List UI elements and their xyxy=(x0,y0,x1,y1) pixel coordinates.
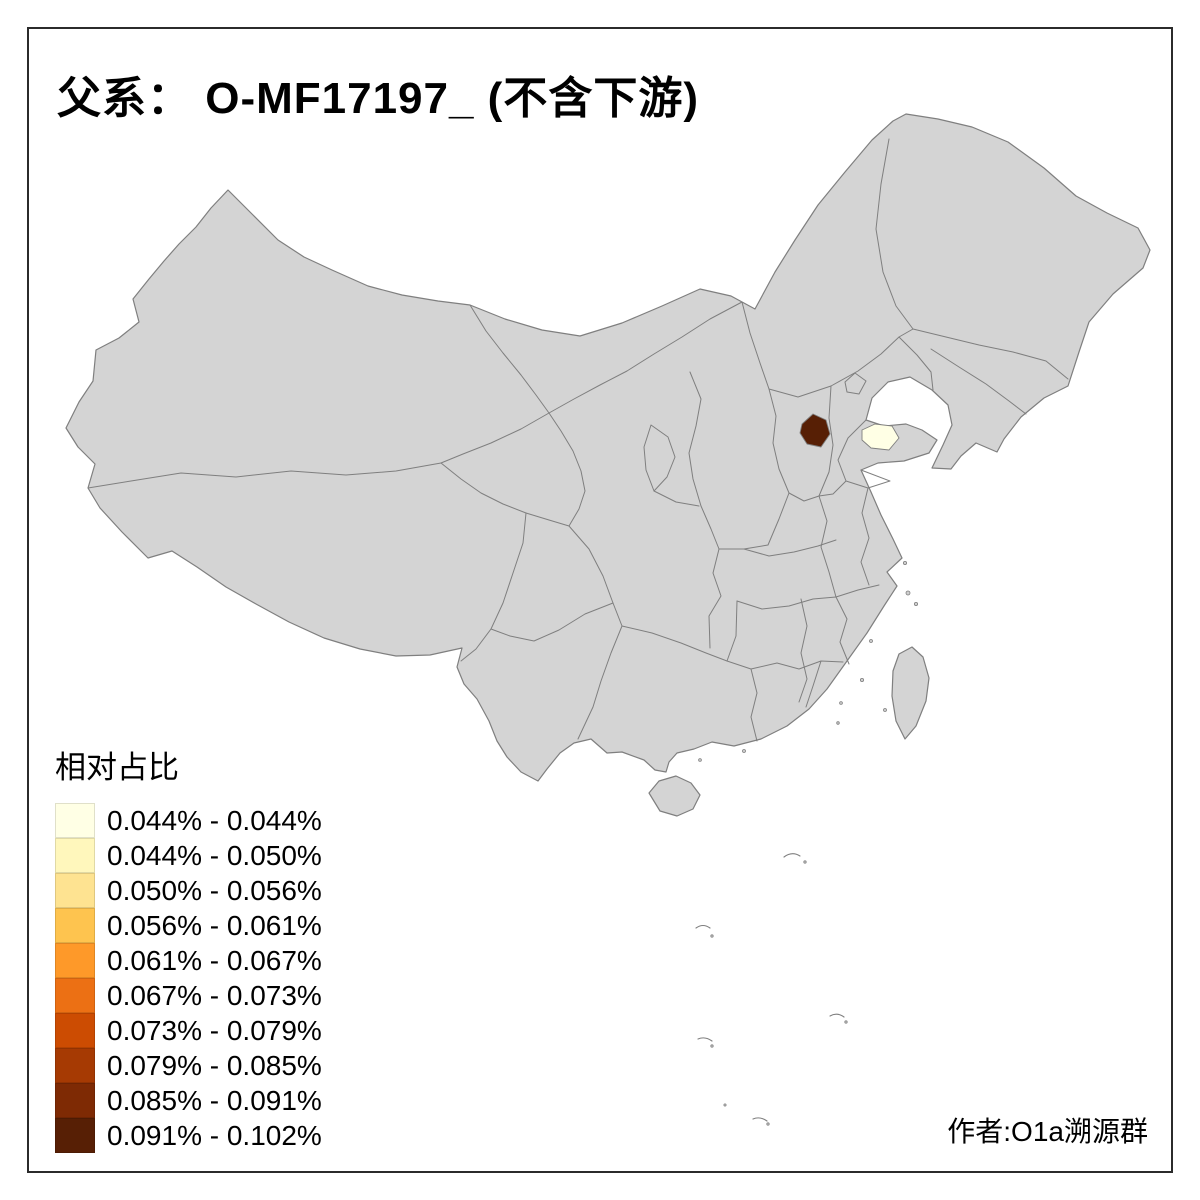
legend-title: 相对占比 xyxy=(55,750,179,785)
legend-item: 0.073% - 0.079% xyxy=(55,1013,322,1048)
legend-label: 0.073% - 0.079% xyxy=(107,1014,322,1046)
legend-label: 0.044% - 0.044% xyxy=(107,804,322,836)
legend-label: 0.050% - 0.056% xyxy=(107,874,322,906)
taiwan-island xyxy=(891,646,930,740)
legend-swatch xyxy=(55,943,95,978)
hainan-island xyxy=(648,775,701,817)
legend-item: 0.056% - 0.061% xyxy=(55,908,322,943)
highlight-regions xyxy=(799,413,900,451)
legend-swatch xyxy=(55,838,95,873)
highlight-region-palest xyxy=(861,423,900,451)
coastal-islands xyxy=(698,561,919,762)
legend-swatch xyxy=(55,1013,95,1048)
legend-swatch xyxy=(55,1083,95,1118)
legend-swatch xyxy=(55,873,95,908)
attribution-text: 作者:O1a溯源群 xyxy=(947,1116,1148,1147)
province-borders xyxy=(87,138,1069,742)
legend-swatch xyxy=(55,1118,95,1153)
china-mainland-outline xyxy=(65,113,1151,782)
legend-item: 0.085% - 0.091% xyxy=(55,1083,322,1118)
legend-label: 0.067% - 0.073% xyxy=(107,979,322,1011)
legend-label: 0.085% - 0.091% xyxy=(107,1084,322,1116)
legend-item: 0.044% - 0.044% xyxy=(55,803,322,838)
legend-label: 0.044% - 0.050% xyxy=(107,839,322,871)
legend-swatch xyxy=(55,1048,95,1083)
legend-items: 0.044% - 0.044% 0.044% - 0.050% 0.050% - 0… xyxy=(55,803,322,1153)
legend-swatch xyxy=(55,978,95,1013)
legend-item: 0.044% - 0.050% xyxy=(55,838,322,873)
south-china-sea-islands xyxy=(695,853,848,1126)
legend-item: 0.050% - 0.056% xyxy=(55,873,322,908)
landmass xyxy=(65,113,1151,817)
page-title: 父系： O-MF17197_ (不含下游) xyxy=(57,74,699,123)
legend-item: 0.091% - 0.102% xyxy=(55,1118,322,1153)
legend-swatch xyxy=(55,803,95,838)
legend-item: 0.061% - 0.067% xyxy=(55,943,322,978)
legend-label: 0.056% - 0.061% xyxy=(107,909,322,941)
legend-label: 0.079% - 0.085% xyxy=(107,1049,322,1081)
legend-swatch xyxy=(55,908,95,943)
legend-label: 0.091% - 0.102% xyxy=(107,1119,322,1151)
legend: 相对占比 0.044% - 0.044% 0.044% - 0.050% 0.050… xyxy=(55,742,322,1153)
highlight-region-darkest xyxy=(799,413,831,448)
legend-label: 0.061% - 0.067% xyxy=(107,944,322,976)
legend-item: 0.067% - 0.073% xyxy=(55,978,322,1013)
legend-item: 0.079% - 0.085% xyxy=(55,1048,322,1083)
